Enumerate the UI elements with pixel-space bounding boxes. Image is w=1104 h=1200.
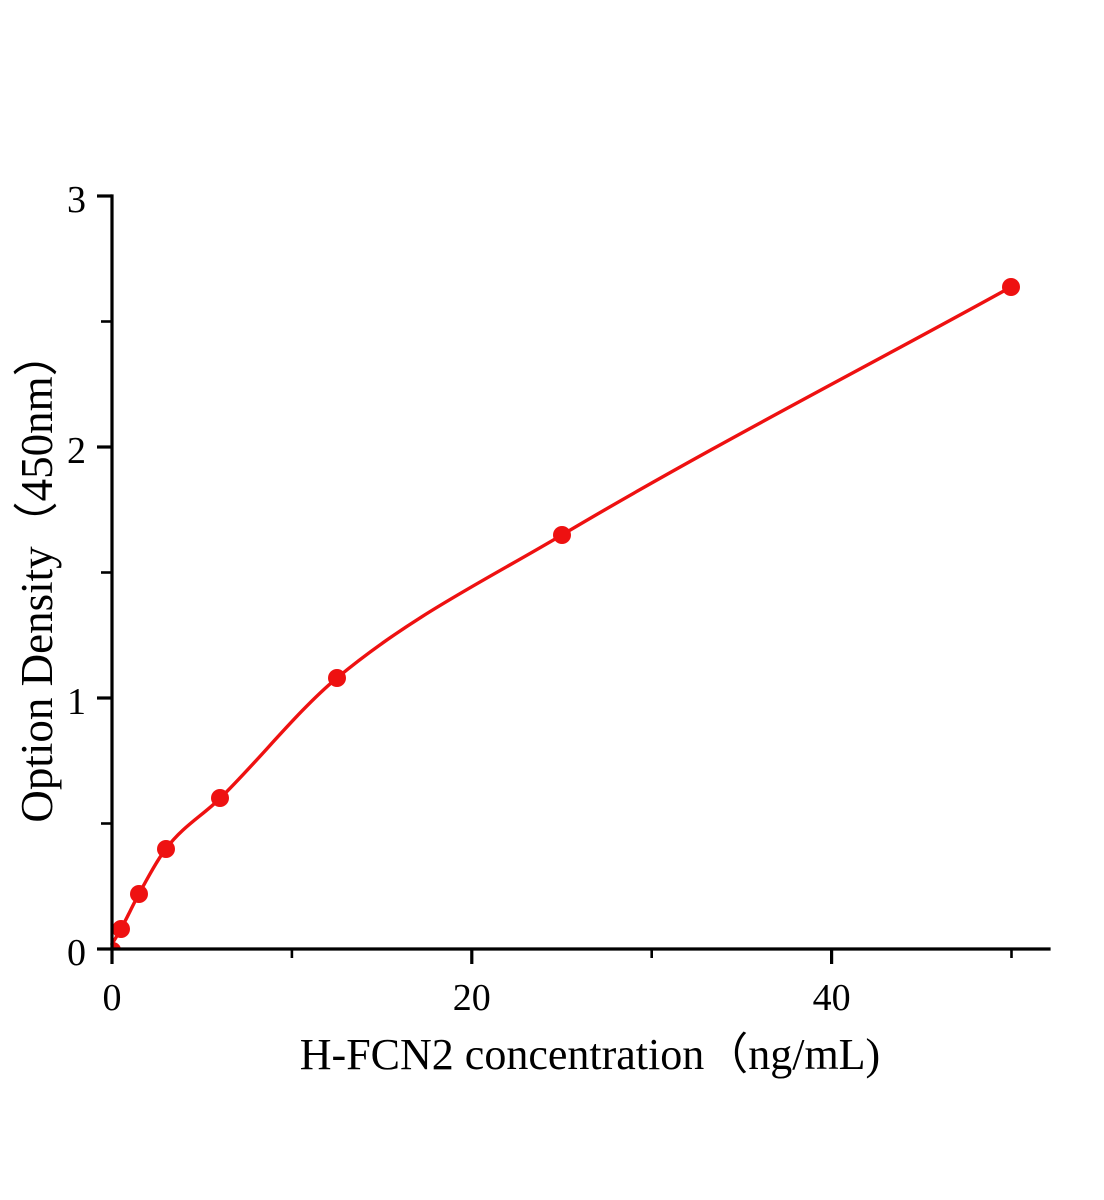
svg-text:2: 2: [67, 430, 86, 472]
svg-text:0: 0: [67, 932, 86, 974]
svg-text:0: 0: [103, 977, 122, 1019]
svg-text:3: 3: [67, 179, 86, 221]
svg-text:H-FCN2 concentration（ng/mL): H-FCN2 concentration（ng/mL): [300, 1030, 880, 1079]
svg-text:1: 1: [67, 681, 86, 723]
svg-text:Option Density（450nm）: Option Density（450nm）: [12, 331, 62, 822]
svg-text:40: 40: [813, 977, 851, 1019]
svg-text:20: 20: [453, 977, 491, 1019]
